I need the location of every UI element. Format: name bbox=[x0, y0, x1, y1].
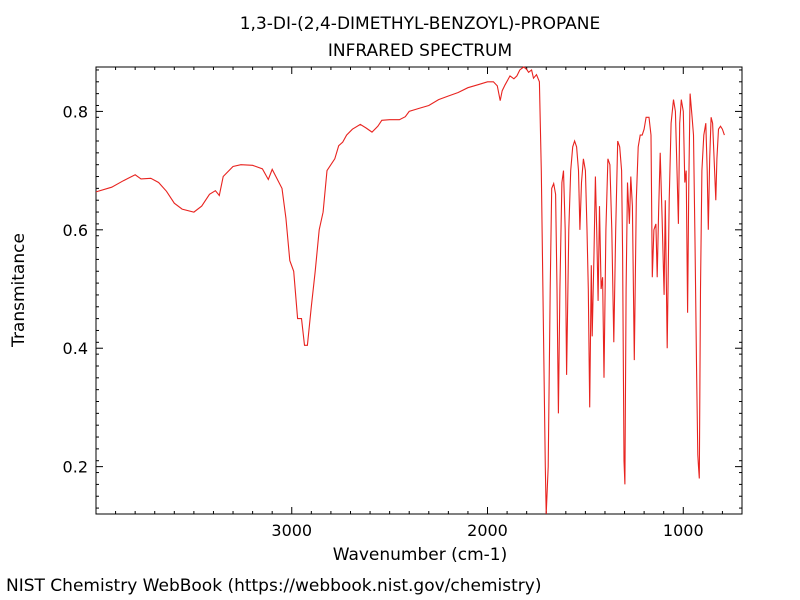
chart-subtitle: INFRARED SPECTRUM bbox=[328, 41, 512, 61]
chart-title: 1,3-DI-(2,4-DIMETHYL-BENZOYL)-PROPANE bbox=[240, 14, 601, 34]
y-tick-label: 0.4 bbox=[63, 339, 88, 358]
spectrum-line bbox=[95, 66, 725, 515]
y-tick-label: 0.2 bbox=[63, 458, 88, 477]
y-tick-label: 0.8 bbox=[63, 102, 88, 121]
y-tick-label: 0.6 bbox=[63, 221, 88, 240]
x-axis-label: Wavenumber (cm-1) bbox=[333, 545, 508, 565]
x-tick-label: 2000 bbox=[467, 521, 508, 540]
x-tick-label: 3000 bbox=[271, 521, 312, 540]
y-axis-label: Transmitance bbox=[9, 233, 29, 348]
y-axis-ticks: 0.2 0.4 0.6 0.8 bbox=[63, 69, 742, 509]
source-credit: NIST Chemistry WebBook (https://webbook.… bbox=[6, 576, 542, 596]
x-tick-label: 1000 bbox=[663, 521, 704, 540]
plot-area bbox=[95, 66, 743, 515]
x-axis-ticks: 3000 2000 1000 bbox=[115, 67, 723, 540]
